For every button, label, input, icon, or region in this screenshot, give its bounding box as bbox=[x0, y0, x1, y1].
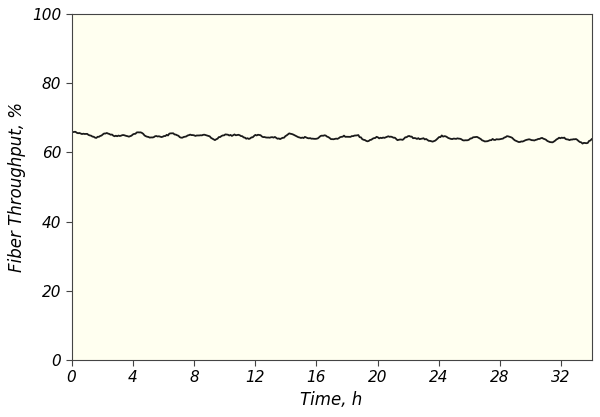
X-axis label: Time, h: Time, h bbox=[301, 391, 363, 409]
Y-axis label: Fiber Throughput, %: Fiber Throughput, % bbox=[8, 102, 26, 272]
